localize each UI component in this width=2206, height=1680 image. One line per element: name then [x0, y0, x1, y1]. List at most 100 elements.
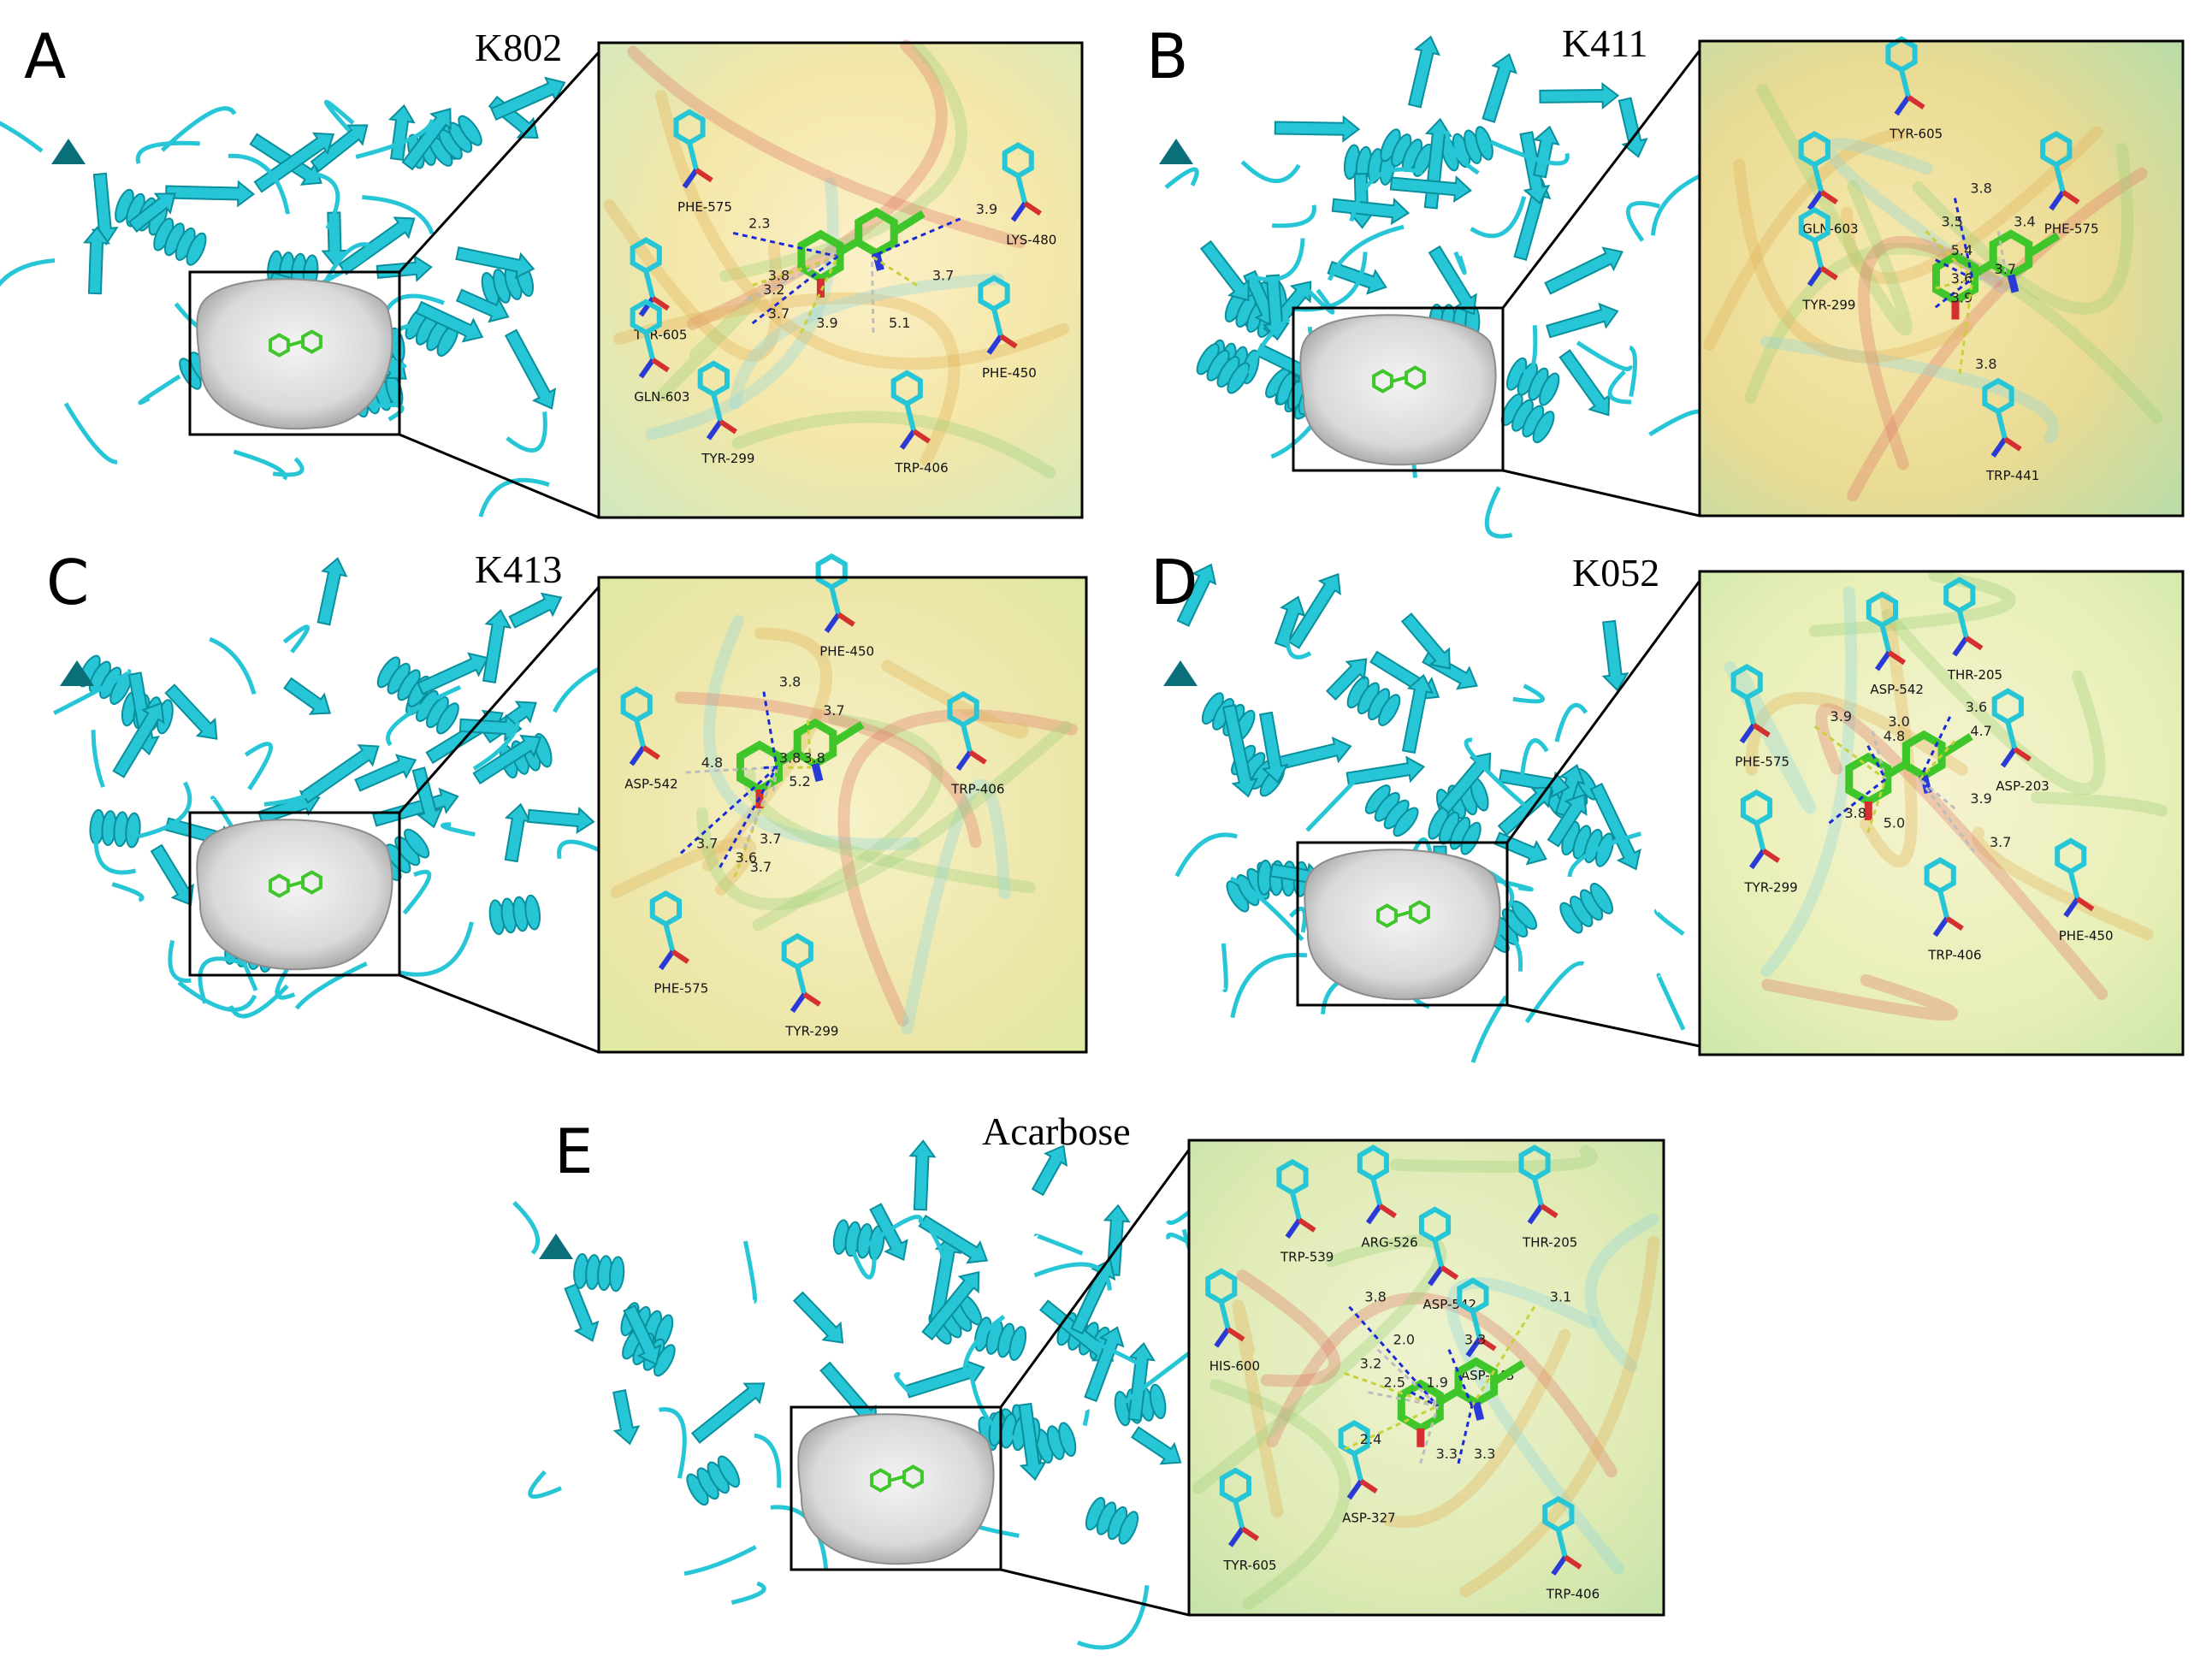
residue-label: TYR-299 [784, 1023, 838, 1038]
binding-pocket-surface [1304, 849, 1501, 1001]
compound-name-k413: K413 [475, 547, 563, 591]
inset-frame [1187, 1139, 1665, 1617]
distance-label: 3.5 [1942, 213, 1963, 229]
docked-ligand [269, 870, 322, 898]
residue-phe-450: PHE-450 [815, 553, 874, 659]
contact-line [1953, 198, 1974, 279]
distance-label: 3.7 [760, 831, 781, 847]
residue-tyr-605: TYR-605 [1885, 36, 1943, 142]
residue-label: TYR-299 [701, 451, 754, 466]
residue-label: PHE-450 [819, 643, 874, 659]
residue-label: THR-205 [1947, 667, 2002, 683]
residue-trp-406: TRP-406 [890, 370, 949, 476]
residue-thr-205: THR-205 [1943, 577, 2002, 683]
distance-label: 3.0 [1888, 713, 1909, 730]
distance-label: 5.0 [1884, 814, 1905, 831]
residue-label: ASP-542 [624, 777, 678, 792]
residue-label: GLN-603 [634, 389, 689, 405]
residue-phe-450: PHE-450 [978, 275, 1037, 381]
zoom-box [1296, 841, 1509, 1007]
inset-frame [597, 576, 1088, 1054]
binding-pocket-surface [196, 819, 393, 971]
inset-background [1189, 1140, 1664, 1615]
inset-background [1700, 571, 2183, 1055]
panel-letter-c: C [46, 547, 90, 618]
protein-cartoon [512, 1139, 1245, 1650]
inset-panel-k052: THR-205 ASP-542 PHE-575 ASP-203 TYR-299 TRP-4… [1698, 570, 2185, 1056]
residue-label: PHE-450 [982, 365, 1037, 381]
contact-line [1344, 1405, 1439, 1451]
inset-background [1700, 41, 2183, 516]
residue-arg-526: ARG-526 [1357, 1145, 1418, 1251]
contact-line [871, 217, 961, 258]
residue-label: PHE-450 [2059, 928, 2114, 944]
contact-line [1919, 778, 1976, 853]
contact-line [732, 231, 838, 258]
residue-lys-480: LYS-480 [1002, 142, 1056, 248]
residue-label: TYR-299 [1801, 297, 1855, 312]
distance-label: 3.3 [1474, 1446, 1495, 1462]
zoom-connector [398, 51, 600, 519]
compound-name-k411: K411 [1562, 21, 1648, 65]
residue-label: TRP-406 [1546, 1586, 1600, 1601]
inset-background [599, 577, 1086, 1052]
distance-label: 4.7 [1970, 723, 1991, 739]
distance-label: 3.7 [823, 702, 844, 719]
contact-line [685, 766, 778, 774]
distance-label: 1.9 [1427, 1375, 1448, 1391]
residue-tyr-605: TYR-605 [630, 237, 687, 343]
zoom-box [188, 270, 401, 436]
residue-label: PHE-575 [2044, 222, 2099, 237]
residue-gln-603: GLN-603 [1798, 131, 1859, 237]
distance-label: 3.9 [1951, 289, 1972, 305]
contact-line [1410, 1391, 1439, 1408]
contact-line [1447, 1349, 1474, 1407]
residue-label: GLN-603 [1802, 222, 1858, 237]
contact-line [870, 256, 875, 334]
residue-phe-575: PHE-575 [673, 109, 732, 215]
ligand-sticks [1932, 229, 2061, 320]
residue-label: HIS-600 [1209, 1358, 1260, 1374]
distance-label: 3.8 [1970, 180, 1991, 197]
residue-tyr-605: TYR-605 [1219, 1467, 1277, 1573]
distance-label: 3.2 [1360, 1355, 1381, 1371]
residue-thr-205: THR-205 [1518, 1145, 1577, 1251]
contact-line [799, 256, 839, 334]
residue-tyr-299: TYR-299 [697, 360, 754, 466]
panel-letter-d: D [1150, 547, 1198, 618]
protein-cartoon [0, 76, 566, 518]
inset-frame [1698, 39, 2185, 518]
zoom-connector [1505, 580, 1701, 1048]
contact-line [1368, 1391, 1439, 1408]
residue-label: TYR-605 [1222, 1558, 1276, 1573]
panel-letter-a: A [24, 21, 67, 92]
residue-trp-406: TRP-406 [1924, 857, 1982, 963]
contact-line [1348, 1305, 1439, 1407]
distance-label: 3.9 [976, 201, 997, 217]
residue-label: ARG-526 [1361, 1235, 1417, 1251]
docked-ligand [269, 329, 322, 358]
distance-label: 3.3 [1436, 1446, 1458, 1462]
residue-label: ASP-542 [1870, 682, 1924, 697]
residue-asp-542: ASP-542 [1866, 591, 1924, 697]
residue-phe-575: PHE-575 [2040, 131, 2099, 237]
residue-label: LYS-480 [1006, 233, 1056, 248]
binding-pocket-surface [196, 278, 393, 430]
protein-cartoon [1163, 563, 1686, 1063]
protein-cartoon [53, 557, 621, 1019]
distance-label: 5.4 [1951, 242, 1972, 258]
distance-label: 3.7 [750, 859, 772, 875]
distance-label: 2.0 [1393, 1332, 1415, 1348]
contact-line [747, 255, 839, 301]
zoom-box [188, 811, 401, 977]
residue-label: TRP-406 [950, 781, 1004, 796]
residue-gln-603: GLN-603 [630, 299, 689, 405]
distance-label: 3.8 [1975, 356, 1996, 372]
inset-panel-k411: TYR-605 GLN-603 TYR-299 PHE-575 TRP-441 3.8 3.… [1698, 36, 2185, 518]
distance-label: 3.8 [779, 749, 801, 766]
distance-label: 3.9 [1830, 708, 1852, 725]
protein-cartoon [1159, 35, 1706, 539]
